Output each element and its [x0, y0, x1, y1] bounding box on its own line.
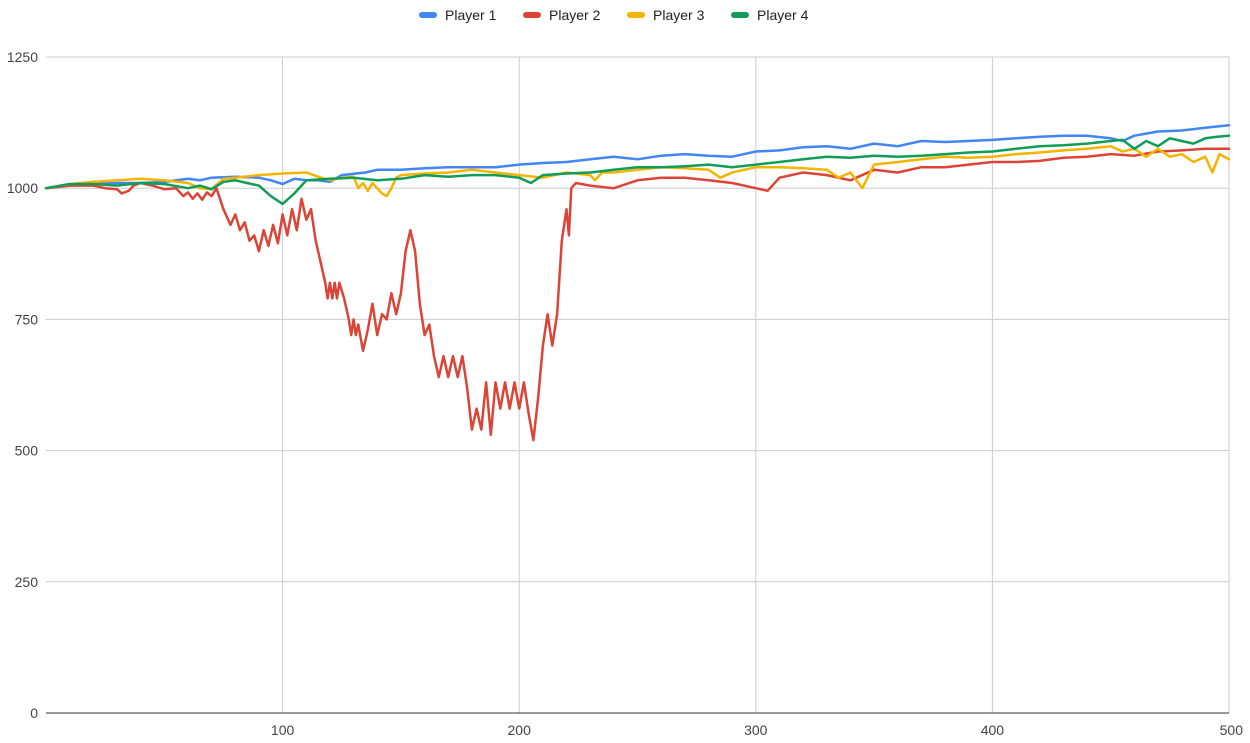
series-line-player-4 [44, 134, 1231, 206]
legend-label: Player 2 [549, 7, 601, 23]
legend-item: Player 3 [627, 7, 705, 23]
legend-swatch [627, 12, 645, 18]
y-tick-label: 0 [30, 705, 38, 721]
legend-label: Player 1 [445, 7, 497, 23]
legend-item: Player 4 [731, 7, 809, 23]
legend: Player 1 Player 2 Player 3 Player 4 [419, 7, 809, 23]
y-tick-label: 1000 [7, 180, 38, 196]
series-layer [44, 123, 1231, 442]
y-tick-label: 750 [15, 311, 39, 327]
legend-swatch [523, 12, 541, 18]
legend-item: Player 1 [419, 7, 497, 23]
series-line-player-2 [44, 147, 1231, 442]
x-tick-label: 400 [981, 722, 1005, 738]
x-tick-label: 100 [271, 722, 295, 738]
y-tick-label: 500 [15, 443, 39, 459]
legend-item: Player 2 [523, 7, 601, 23]
axis-layer: 0 250 500 750 1000 1250 100 200 300 400 500 [7, 49, 1243, 738]
legend-label: Player 4 [757, 7, 809, 23]
legend-swatch [731, 12, 749, 18]
x-tick-label: 500 [1220, 722, 1244, 738]
y-tick-label: 250 [15, 574, 39, 590]
x-tick-label: 300 [744, 722, 768, 738]
legend-label: Player 3 [653, 7, 705, 23]
grid-layer [46, 56, 1230, 713]
x-tick-label: 200 [508, 722, 532, 738]
y-tick-label: 1250 [7, 49, 38, 65]
legend-swatch [419, 12, 437, 18]
series-line-player-3 [44, 144, 1231, 198]
